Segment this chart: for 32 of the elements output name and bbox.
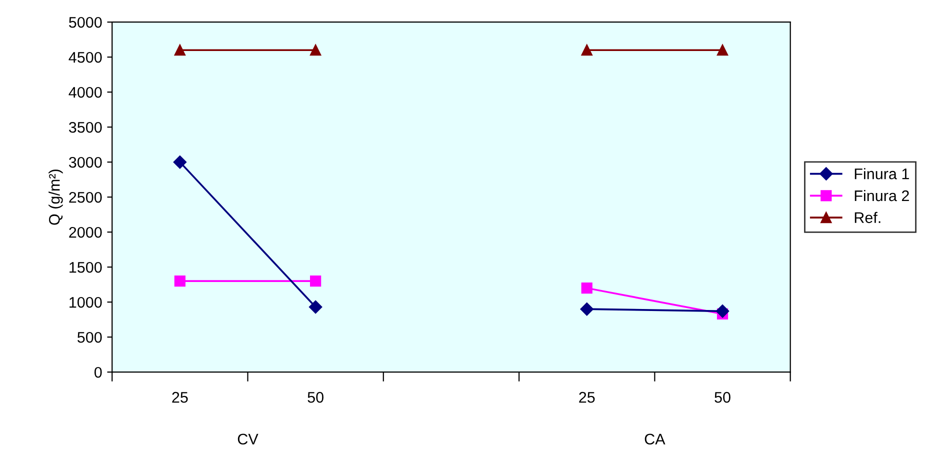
y-tick-label: 2500 (69, 192, 102, 203)
y-tick-label: 4500 (68, 52, 102, 63)
x-tick-label: 50 (308, 392, 324, 403)
y-tick-label: 500 (78, 332, 102, 343)
point (173, 156, 187, 169)
point (174, 44, 186, 56)
y-tick-label: 5000 (69, 16, 102, 28)
legend-label: Finura 1 (854, 168, 909, 180)
y-tick-label: 3500 (68, 122, 102, 133)
x-tick-label: 50 (714, 392, 730, 403)
y-tick-label: 1500 (70, 262, 102, 273)
y-axis-title: Q (g/m²) (48, 170, 63, 225)
y-tick-label: 2000 (69, 226, 102, 238)
y-tick-label: 0 (94, 366, 102, 378)
point (308, 300, 322, 314)
y-tick-label: 3000 (68, 156, 102, 168)
text: CA (644, 434, 666, 445)
point (174, 276, 186, 287)
x-tick-label: 25 (579, 392, 595, 403)
point (310, 276, 322, 287)
text: CV (238, 434, 258, 445)
point (581, 44, 592, 56)
legend-label: Ref. (854, 212, 880, 224)
point (580, 302, 594, 316)
y-tick-label: 1000 (70, 296, 102, 308)
point (716, 304, 730, 318)
x-tick-label: 25 (172, 392, 188, 403)
legend-label: Finura 2 (854, 190, 909, 202)
y-tick-label: 4000 (68, 86, 102, 98)
point (716, 44, 728, 56)
point (581, 282, 592, 294)
point (310, 44, 322, 56)
